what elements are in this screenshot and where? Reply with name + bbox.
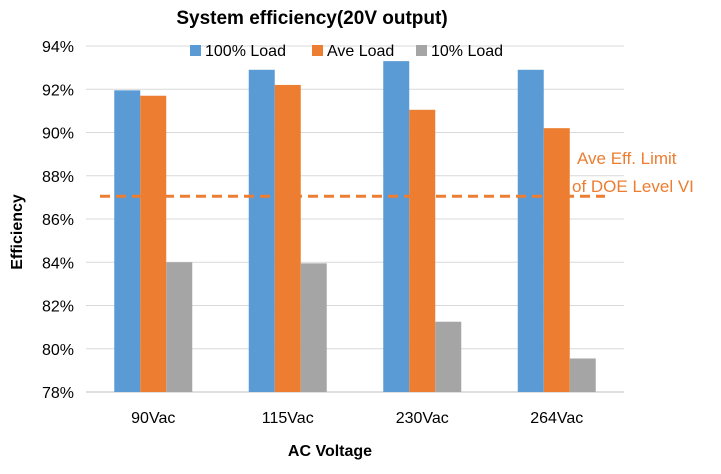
legend-label: Ave Load (327, 43, 394, 60)
legend-swatch (190, 45, 201, 56)
reference-line-label-1: Ave Eff. Limit (577, 149, 677, 168)
x-tick-label: 115Vac (262, 410, 314, 427)
x-axis-label: AC Voltage (288, 443, 372, 460)
y-tick-label: 80% (42, 342, 74, 359)
legend: 100% Load Ave Load 10% Load (190, 43, 503, 60)
bar-100-load-264vac (517, 69, 544, 392)
bar-ave-load-264vac (543, 128, 570, 393)
x-tick-label: 230Vac (396, 410, 449, 427)
y-tick-label: 94% (42, 39, 74, 56)
chart-title: System efficiency(20V output) (176, 8, 447, 29)
legend-label: 100% Load (205, 43, 286, 60)
legend-label: 10% Load (431, 43, 503, 60)
x-axis-ticks: 90Vac 115Vac 230Vac 264Vac (131, 410, 583, 427)
y-tick-label: 84% (42, 255, 74, 272)
y-tick-label: 90% (42, 126, 74, 143)
legend-swatch (416, 45, 427, 56)
y-tick-label: 82% (42, 299, 74, 316)
bar-10-load-264vac (569, 358, 596, 392)
bar-100-load-230vac (383, 61, 410, 392)
x-tick-label: 90Vac (131, 410, 175, 427)
bar-100-load-115vac (248, 69, 275, 392)
bar-100-load-90vac (114, 90, 141, 393)
legend-swatch (312, 45, 323, 56)
bar-ave-load-90vac (140, 95, 167, 393)
legend-item: Ave Load (312, 43, 394, 60)
bars (114, 61, 596, 393)
y-axis-label: Efficiency (9, 194, 26, 270)
y-tick-label: 88% (42, 169, 74, 186)
bar-10-load-115vac (300, 263, 327, 392)
legend-item: 100% Load (190, 43, 286, 60)
y-tick-label: 78% (42, 385, 74, 402)
bar-10-load-90vac (166, 262, 193, 392)
y-axis-ticks: 78% 80% 82% 84% 86% 88% 90% 92% 94% (42, 39, 74, 402)
bar-ave-load-115vac (274, 84, 301, 393)
y-tick-label: 86% (42, 212, 74, 229)
bar-ave-load-230vac (409, 109, 436, 392)
legend-item: 10% Load (416, 43, 503, 60)
bar-10-load-230vac (435, 321, 462, 392)
y-tick-label: 92% (42, 82, 74, 99)
reference-line-label-2: of DOE Level VI (572, 177, 694, 196)
x-tick-label: 264Vac (530, 410, 583, 427)
